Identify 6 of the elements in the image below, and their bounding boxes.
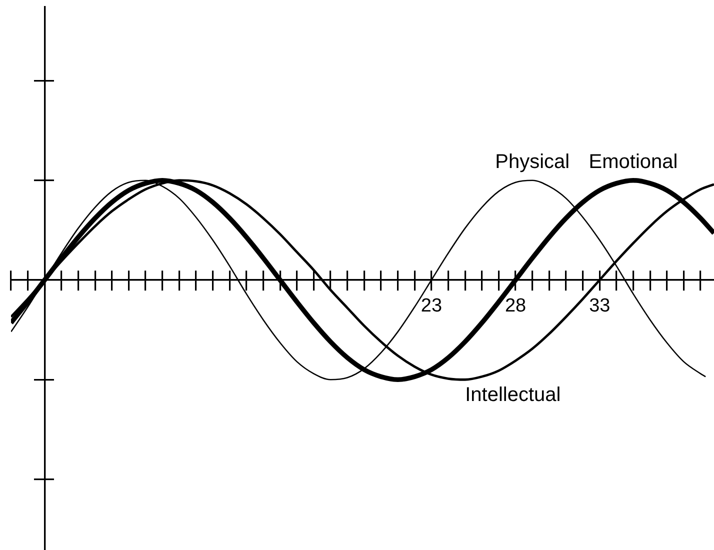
series-label: Intellectual [465, 384, 561, 406]
series-label: Emotional [588, 150, 678, 173]
x-tick-label: 33 [589, 296, 610, 317]
x-tick-label: 28 [504, 296, 526, 317]
series-label: Physical [495, 150, 570, 173]
x-tick-label: 23 [420, 296, 442, 317]
